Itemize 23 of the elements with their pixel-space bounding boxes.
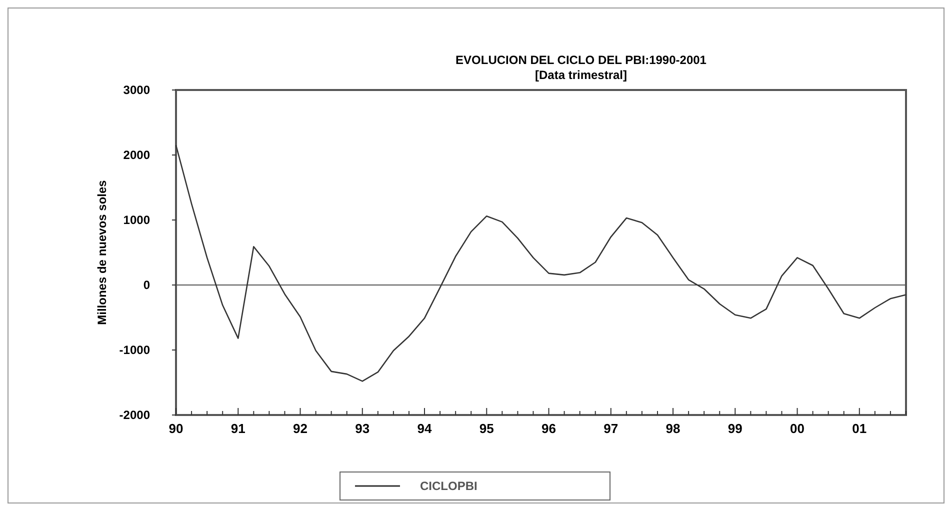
x-tick-label: 90: [168, 421, 184, 436]
y-tick-label: 0: [143, 278, 150, 292]
x-tick-label: 92: [293, 421, 308, 436]
x-tick-label: 98: [666, 421, 680, 436]
x-tick-label: 91: [230, 421, 246, 436]
y-tick-label: 3000: [123, 83, 150, 98]
x-tick-label: 96: [542, 421, 556, 436]
x-tick-label: 97: [604, 421, 618, 436]
y-axis-title: Millones de nuevos soles: [95, 180, 109, 325]
x-tick-label: 95: [479, 421, 494, 436]
chart-subtitle: [Data trimestral]: [534, 68, 628, 82]
y-tick-label: 1000: [123, 213, 150, 228]
y-tick-label: -2000: [119, 408, 150, 422]
x-tick-label: 00: [790, 421, 805, 436]
x-tick-label: 99: [728, 421, 742, 436]
legend-label: CICLOPBI: [420, 479, 478, 494]
y-tick-label: -1000: [119, 343, 150, 358]
chart-title: EVOLUCION DEL CICLO DEL PBI:1990-2001: [456, 53, 707, 67]
x-tick-label: 94: [417, 421, 433, 436]
x-tick-label: 01: [852, 421, 867, 436]
y-tick-label: 2000: [123, 148, 150, 162]
x-tick-label: 93: [355, 421, 370, 436]
line-series: [175, 144, 907, 382]
